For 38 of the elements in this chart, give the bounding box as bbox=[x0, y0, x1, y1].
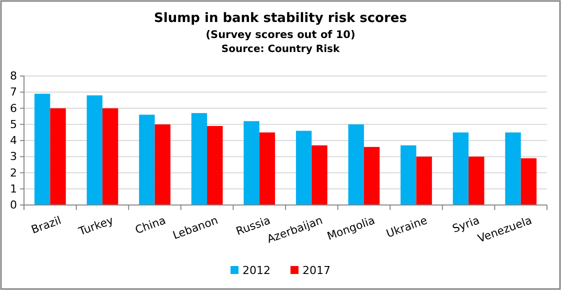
bar bbox=[139, 114, 155, 205]
y-tick-label: 7 bbox=[10, 86, 17, 99]
x-tick-label: Syria bbox=[450, 214, 482, 236]
bar bbox=[259, 132, 276, 205]
bar bbox=[312, 145, 328, 205]
y-tick-label: 1 bbox=[10, 182, 17, 196]
chart-subtitle: (Survey scores out of 10) bbox=[206, 29, 356, 41]
legend-label: 2017 bbox=[302, 264, 330, 277]
bar bbox=[452, 132, 469, 205]
bar bbox=[154, 124, 170, 205]
bar bbox=[364, 146, 380, 205]
source-note: Source: Country Risk bbox=[221, 44, 340, 55]
bar bbox=[296, 130, 312, 205]
x-tick-label: Turkey bbox=[76, 214, 116, 239]
bar bbox=[348, 124, 364, 205]
bar bbox=[505, 132, 521, 205]
legend-label: 2012 bbox=[242, 264, 270, 277]
bar bbox=[416, 156, 432, 205]
chart-title: Slump in bank stability risk scores bbox=[154, 11, 408, 26]
bar bbox=[468, 156, 484, 205]
y-tick-label: 5 bbox=[10, 118, 17, 131]
y-tick-label: 4 bbox=[10, 134, 17, 148]
y-tick-label: 3 bbox=[10, 150, 17, 164]
x-tick-label: China bbox=[134, 214, 168, 237]
bar bbox=[34, 94, 50, 205]
bar bbox=[207, 126, 223, 205]
y-tick-label: 6 bbox=[10, 102, 17, 115]
y-tick-label: 0 bbox=[10, 198, 17, 212]
bar bbox=[191, 113, 208, 205]
x-tick-label: Brazil bbox=[30, 214, 63, 236]
bar bbox=[520, 158, 537, 205]
bar bbox=[86, 95, 102, 205]
y-tick-label: 8 bbox=[10, 70, 17, 83]
bar bbox=[244, 121, 260, 205]
bar bbox=[400, 145, 416, 205]
bar bbox=[50, 108, 66, 205]
bar bbox=[102, 108, 118, 205]
y-tick-label: 2 bbox=[10, 166, 17, 180]
